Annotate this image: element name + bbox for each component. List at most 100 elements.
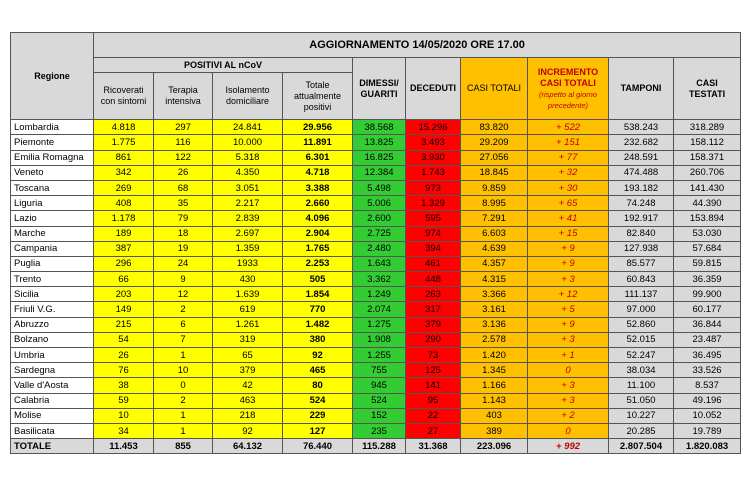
value-cell: 74.248 (608, 195, 674, 212)
region-cell: Lombardia (10, 119, 94, 136)
value-cell: 57.684 (672, 240, 742, 257)
value-cell: 218 (212, 407, 283, 424)
value-cell: 387 (93, 240, 154, 257)
value-cell: 92 (282, 346, 353, 364)
region-cell: Friuli V.G. (10, 301, 94, 318)
value-cell: 248.591 (608, 149, 674, 166)
value-cell: 24.841 (212, 119, 283, 136)
value-cell: 1.639 (212, 286, 283, 303)
region-cell: Umbria (10, 346, 94, 364)
value-cell: 619 (212, 301, 283, 318)
value-cell: 19.789 (672, 422, 742, 440)
region-cell: Lazio (10, 210, 94, 227)
value-cell: + 522 (527, 119, 609, 136)
value-cell: 973 (405, 179, 461, 197)
table-row: Toscana 269 68 3.051 3.388 5.498 973 9.859 + 30 1… (10, 179, 742, 197)
value-cell: 1.329 (405, 195, 461, 212)
value-cell: 379 (212, 362, 283, 379)
value-cell: 53.030 (672, 225, 742, 242)
total-row: TOTALE 11.453 855 64.132 76.440 115.288 31.368… (10, 438, 742, 455)
value-cell: 16.825 (352, 149, 406, 166)
value-cell: + 2 (527, 407, 609, 424)
value-cell: 1.743 (405, 164, 461, 181)
value-cell: 44.390 (672, 195, 742, 212)
value-cell: 52.015 (608, 331, 674, 349)
value-cell: 76 (93, 362, 154, 379)
value-cell: 215 (93, 316, 154, 333)
value-cell: 1.765 (282, 240, 353, 257)
value-cell: 127 (282, 422, 353, 440)
value-cell: 1.275 (352, 316, 406, 333)
value-cell: 0 (153, 377, 213, 394)
value-cell: 342 (93, 164, 154, 181)
value-cell: 122 (153, 149, 213, 166)
value-cell: 1.178 (93, 210, 154, 227)
table-row: Marche 189 18 2.697 2.904 2.725 974 6.603 + 15 82… (10, 225, 742, 242)
value-cell: 64.132 (212, 438, 283, 455)
value-cell: 0 (527, 422, 609, 440)
value-cell: 24 (153, 255, 213, 273)
value-cell: 23.487 (672, 331, 742, 349)
value-cell: 296 (93, 255, 154, 273)
column-header: CASI TOTALI (460, 56, 528, 121)
value-cell: 2.807.504 (608, 438, 674, 455)
value-cell: + 1 (527, 346, 609, 364)
table-body: Lombardia 4.818 297 24.841 29.956 38.568 15.29… (10, 119, 742, 455)
column-header: TAMPONI (608, 56, 674, 121)
value-cell: 26 (153, 164, 213, 181)
region-cell: Abruzzo (10, 316, 94, 333)
region-cell: Basilicata (10, 422, 94, 440)
value-cell: 2.480 (352, 240, 406, 257)
value-cell: + 151 (527, 134, 609, 151)
value-cell: 1933 (212, 255, 283, 273)
table-row: Abruzzo 215 6 1.261 1.482 1.275 379 3.136 + 9 52.… (10, 316, 742, 333)
value-cell: 192.917 (608, 210, 674, 227)
value-cell: 755 (352, 362, 406, 379)
value-cell: 1.249 (352, 286, 406, 303)
value-cell: 20.285 (608, 422, 674, 440)
region-cell: TOTALE (10, 438, 94, 455)
value-cell: 3.930 (405, 149, 461, 166)
table-row: Puglia 296 24 1933 2.253 1.643 461 4.357 + 9 85.5… (10, 255, 742, 273)
value-cell: 127.938 (608, 240, 674, 257)
value-cell: 538.243 (608, 119, 674, 136)
value-cell: + 15 (527, 225, 609, 242)
region-cell: Trento (10, 271, 94, 288)
value-cell: 1.345 (460, 362, 528, 379)
region-cell: Puglia (10, 255, 94, 273)
value-cell: 1.261 (212, 316, 283, 333)
region-cell: Bolzano (10, 331, 94, 349)
value-cell: + 5 (527, 301, 609, 318)
value-cell: 203 (93, 286, 154, 303)
value-cell: 4.096 (282, 210, 353, 227)
value-cell: 2 (153, 301, 213, 318)
value-cell: 116 (153, 134, 213, 151)
value-cell: 33.526 (672, 362, 742, 379)
value-cell: + 41 (527, 210, 609, 227)
value-cell: + 992 (527, 438, 609, 455)
value-cell: 380 (282, 331, 353, 349)
value-cell: + 3 (527, 331, 609, 349)
value-cell: 95 (405, 392, 461, 409)
value-cell: 448 (405, 271, 461, 288)
value-cell: 263 (405, 286, 461, 303)
value-cell: 9.859 (460, 179, 528, 197)
value-cell: + 30 (527, 179, 609, 197)
value-cell: 461 (405, 255, 461, 273)
value-cell: + 3 (527, 392, 609, 409)
value-cell: 974 (405, 225, 461, 242)
column-header: Isolamento domiciliare (212, 72, 283, 121)
column-note: (rispetto al giorno precedente) (539, 89, 597, 110)
value-cell: 318.289 (672, 119, 742, 136)
region-cell: Campania (10, 240, 94, 257)
value-cell: + 65 (527, 195, 609, 212)
table-row: Lazio 1.178 79 2.839 4.096 2.600 595 7.291 + 41 1… (10, 210, 742, 227)
value-cell: 861 (93, 149, 154, 166)
value-cell: 10 (153, 362, 213, 379)
value-cell: 3.366 (460, 286, 528, 303)
value-cell: 379 (405, 316, 461, 333)
value-cell: 2 (153, 392, 213, 409)
value-cell: 11.100 (608, 377, 674, 394)
value-cell: 3.388 (282, 179, 353, 197)
value-cell: 15.296 (405, 119, 461, 136)
